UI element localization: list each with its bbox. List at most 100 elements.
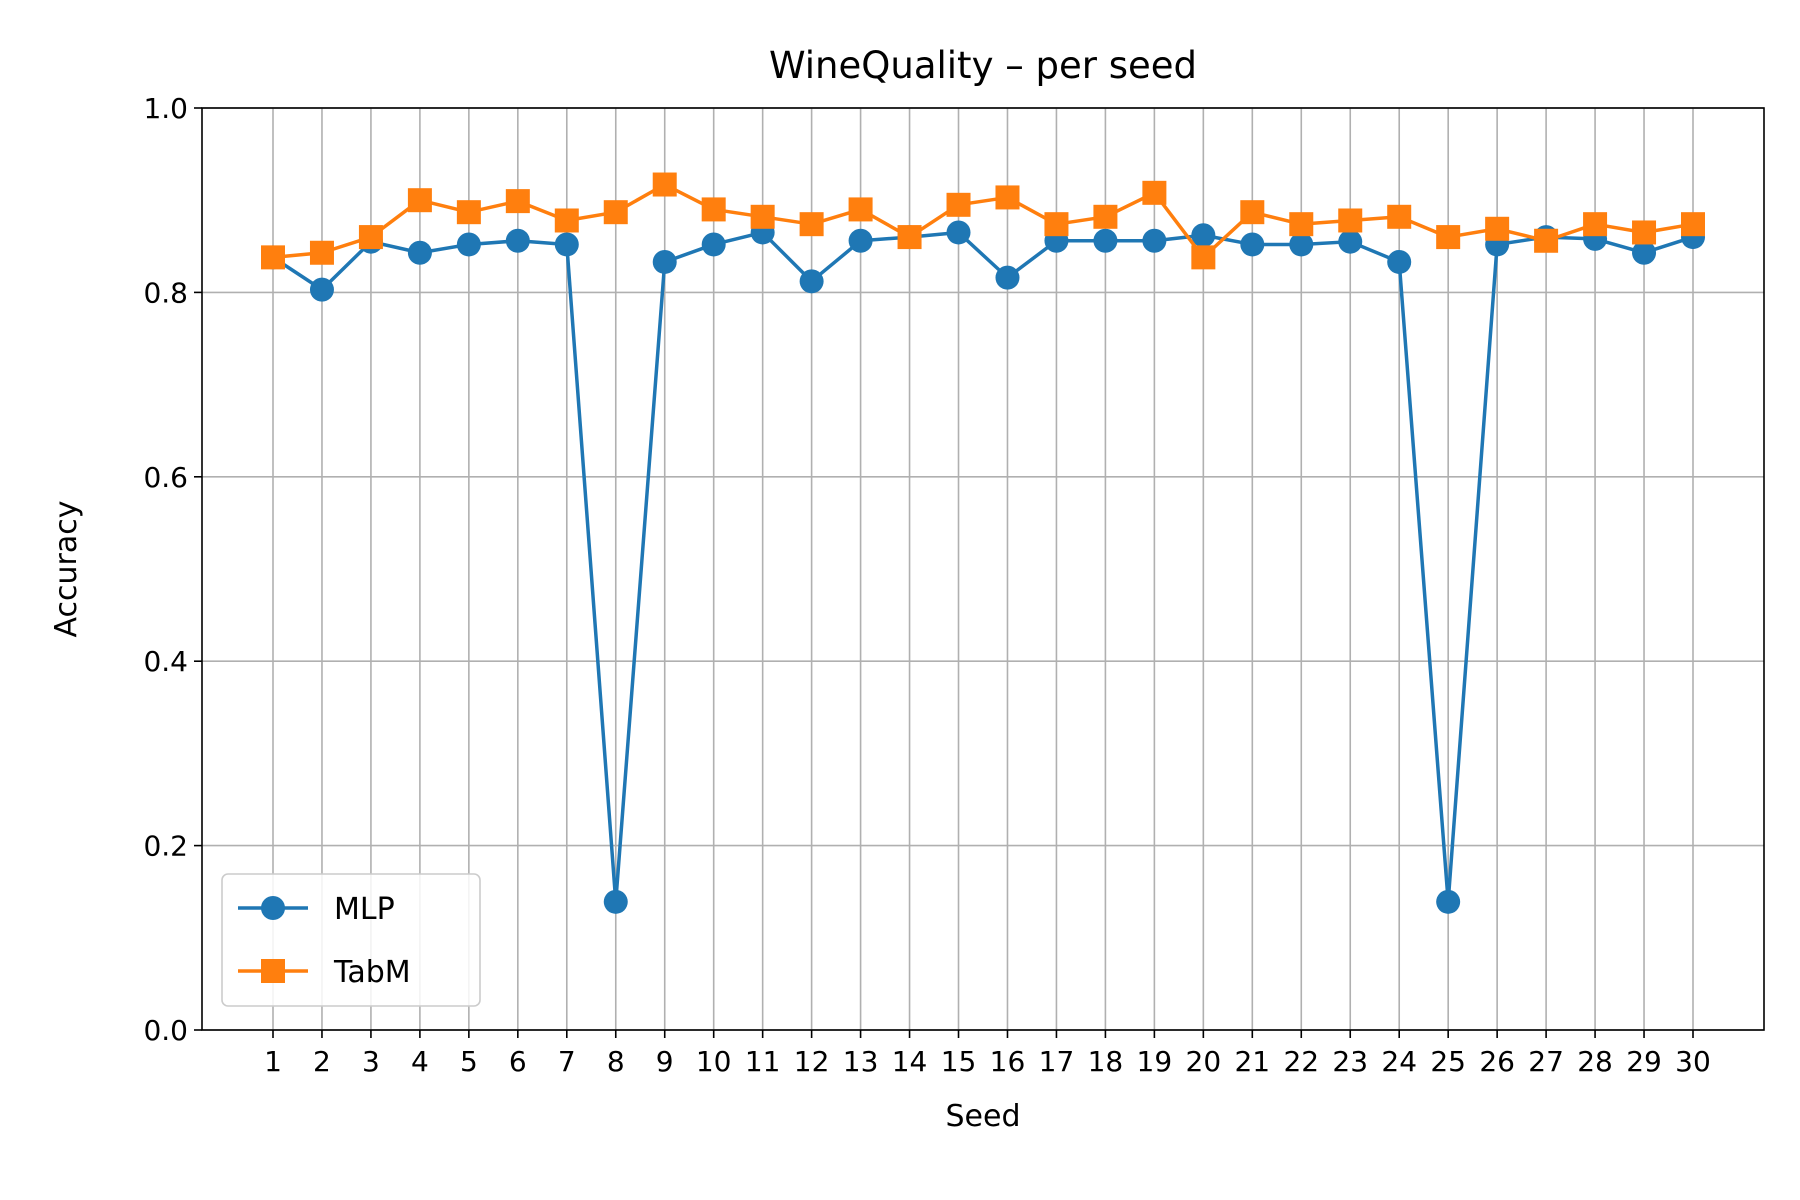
legend-item-mlp: MLP	[238, 892, 395, 927]
data-point	[946, 192, 971, 217]
x-tick-label: 29	[1626, 1045, 1662, 1078]
data-point	[1387, 249, 1412, 274]
data-point	[1142, 228, 1167, 253]
x-tick-label: 12	[794, 1045, 830, 1078]
data-point	[1093, 228, 1118, 253]
x-tick-label: 30	[1675, 1045, 1711, 1078]
legend-label: TabM	[333, 955, 411, 990]
data-point	[407, 188, 432, 213]
data-point	[309, 240, 334, 265]
x-tick-label: 14	[892, 1045, 928, 1078]
x-tick-label: 5	[460, 1045, 478, 1078]
data-point	[1436, 889, 1461, 914]
y-tick-label: 0.0	[143, 1014, 188, 1047]
data-point	[701, 197, 726, 222]
legend-marker	[261, 896, 285, 920]
data-point	[1289, 212, 1314, 237]
data-point	[799, 269, 824, 294]
x-tick-label: 18	[1088, 1045, 1124, 1078]
axes-frame	[201, 107, 1765, 1031]
data-point	[1142, 180, 1167, 205]
data-point	[1240, 232, 1265, 257]
data-point	[1289, 232, 1314, 257]
data-point	[750, 204, 775, 229]
x-axis-label: Seed	[946, 1099, 1021, 1134]
x-tick-label: 28	[1577, 1045, 1613, 1078]
x-tick-label: 23	[1332, 1045, 1368, 1078]
x-tick-label: 11	[745, 1045, 781, 1078]
x-tick-label: 26	[1479, 1045, 1515, 1078]
x-tick-label: 6	[509, 1045, 527, 1078]
x-tick-label: 8	[607, 1045, 625, 1078]
legend-item-tabm: TabM	[238, 955, 411, 990]
x-tick-label: 21	[1234, 1045, 1270, 1078]
data-point	[603, 889, 628, 914]
data-point	[1583, 212, 1608, 237]
data-point	[799, 212, 824, 237]
y-tick-label: 0.8	[143, 276, 188, 309]
x-tick-label: 15	[941, 1045, 977, 1078]
y-tick-label: 1.0	[143, 92, 188, 125]
data-point	[1681, 212, 1705, 237]
x-tick-label: 20	[1186, 1045, 1222, 1078]
x-tick-label: 1	[264, 1045, 282, 1078]
y-tick-label: 0.2	[143, 830, 188, 863]
data-point	[505, 228, 530, 253]
data-point	[1387, 204, 1412, 229]
data-point	[701, 232, 726, 257]
x-tick-label: 7	[558, 1045, 576, 1078]
data-point	[1093, 204, 1118, 229]
x-tick-label: 4	[411, 1045, 429, 1078]
y-tick-label: 0.4	[143, 645, 188, 678]
x-tick-label: 19	[1137, 1045, 1173, 1078]
x-tick-label: 22	[1283, 1045, 1319, 1078]
legend: MLP TabM	[221, 873, 481, 1007]
series-layer	[261, 172, 1705, 914]
data-point	[1632, 220, 1657, 245]
data-point	[261, 245, 285, 270]
data-point	[652, 172, 677, 197]
data-point	[1338, 229, 1363, 254]
x-tick-label: 27	[1528, 1045, 1564, 1078]
x-tick-label: 10	[696, 1045, 732, 1078]
data-point	[1338, 208, 1363, 233]
data-point	[897, 225, 922, 250]
data-point	[1191, 245, 1216, 270]
data-point	[358, 225, 383, 250]
data-point	[652, 249, 677, 274]
data-point	[456, 200, 481, 225]
data-point	[995, 185, 1020, 210]
data-point	[554, 208, 579, 233]
data-point	[1240, 200, 1265, 225]
data-point	[603, 200, 628, 225]
legend-marker	[261, 959, 285, 983]
data-point	[456, 232, 481, 257]
data-point	[848, 228, 873, 253]
y-axis-label: Accuracy	[49, 501, 84, 638]
x-tick-label: 9	[656, 1045, 674, 1078]
data-point	[848, 197, 873, 222]
data-point	[1191, 223, 1216, 248]
data-point	[1534, 228, 1559, 253]
ticks: 1 2 3 4 5 6 7 8 9 10 11 12 13 14 15 16 17 18 19 20 21 22 23 24 2…	[143, 92, 1710, 1078]
data-point	[1632, 240, 1657, 265]
y-tick-label: 0.6	[143, 461, 188, 494]
x-tick-label: 16	[990, 1045, 1026, 1078]
data-point	[1436, 225, 1461, 250]
data-point	[1485, 216, 1510, 241]
data-point	[309, 277, 334, 302]
data-point	[1044, 212, 1069, 237]
data-point	[995, 265, 1020, 290]
chart-title: WineQuality – per seed	[769, 44, 1197, 87]
data-point	[554, 232, 579, 257]
data-point	[946, 220, 971, 245]
legend-label: MLP	[334, 892, 395, 927]
x-tick-label: 25	[1430, 1045, 1466, 1078]
x-tick-label: 24	[1381, 1045, 1417, 1078]
data-point	[407, 240, 432, 265]
x-tick-label: 17	[1039, 1045, 1075, 1078]
x-tick-label: 13	[843, 1045, 879, 1078]
series-tabm	[261, 172, 1705, 270]
